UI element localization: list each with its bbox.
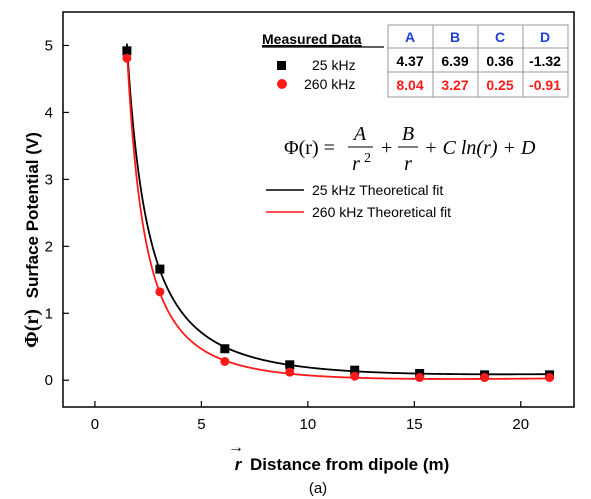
legend-marker-260khz (277, 79, 287, 89)
point-260khz (480, 373, 490, 383)
x-axis-vector-symbol: r (235, 455, 243, 474)
formula-tail: + C ln(r) + D (424, 137, 536, 159)
point-25khz (350, 365, 360, 375)
formula-plus: + (381, 137, 392, 159)
x-tick-label: 10 (300, 416, 317, 433)
data-markers (122, 46, 555, 383)
table-header: D (540, 29, 550, 45)
y-axis-label: Surface Potential (V) (23, 132, 42, 298)
legend-label-260khz: 260 kHz (304, 76, 355, 92)
table-cell: 4.37 (396, 53, 423, 69)
formula-term2-numerator: B (402, 123, 414, 145)
table-cell: 6.39 (441, 53, 468, 69)
point-260khz (415, 373, 425, 383)
table-cell: 0.36 (486, 53, 513, 69)
fit-formula: Φ(r) = A r 2 + B r + C ln(r) + D (284, 123, 536, 175)
measured-data-legend: Measured Data 25 kHz 260 kHz (262, 31, 384, 92)
point-260khz (155, 287, 165, 297)
svg-text:Φ(r) Surface Potential (: Φ(r) Surface Potential (V) (21, 132, 43, 348)
legend-label-25khz: 25 kHz (312, 57, 356, 73)
y-tick-label: 4 (45, 104, 53, 121)
point-260khz (545, 373, 555, 383)
table-header: C (495, 29, 505, 45)
formula-term1-numerator: A (352, 123, 367, 145)
point-25khz (285, 360, 295, 370)
point-25khz (122, 46, 132, 56)
x-axis-ticks: 0 5 10 15 20 (91, 401, 529, 433)
x-tick-label: 5 (197, 416, 205, 433)
fit-line-0 (125, 43, 550, 376)
figure-caption: (a) (309, 480, 327, 497)
table-cell: -1.32 (529, 53, 561, 69)
fit-legend: 25 kHz Theoretical fit 260 kHz Theoretic… (266, 182, 451, 220)
x-tick-label: 20 (512, 416, 529, 433)
table-cell: -0.91 (529, 77, 561, 93)
formula-lhs: Φ(r) = (284, 137, 335, 159)
y-tick-label: 5 (45, 37, 53, 54)
y-axis-prefix: Φ(r) (21, 309, 43, 348)
legend-title: Measured Data (262, 31, 362, 47)
point-260khz (350, 371, 360, 381)
plot-frame (62, 11, 575, 408)
table-header: B (450, 29, 460, 45)
fit-legend-label-25khz: 25 kHz Theoretical fit (312, 182, 443, 198)
x-axis-vector-arrow: → (228, 439, 244, 456)
table-header: A (405, 29, 415, 45)
point-260khz (220, 356, 230, 366)
point-25khz (220, 344, 230, 354)
y-axis-title: Φ(r) Surface Potential (V) (21, 132, 43, 348)
table-cell: 3.27 (441, 77, 468, 93)
x-tick-label: 0 (91, 416, 99, 433)
y-tick-label: 3 (45, 171, 53, 188)
table-cell: 8.04 (396, 77, 423, 93)
coefficient-table: A B C D 4.37 6.39 0.36 -1.32 8.04 3.27 0.25 -0.91 (387, 24, 569, 98)
point-260khz (122, 53, 132, 63)
legend-marker-25khz (277, 61, 286, 70)
x-tick-label: 15 (406, 416, 423, 433)
y-tick-label: 2 (45, 238, 53, 255)
point-25khz (155, 264, 165, 274)
formula-term2-denominator: r (404, 153, 412, 175)
x-axis-title: r → Distance from dipole (m) (228, 439, 449, 474)
formula-term1-denominator: r (352, 153, 360, 175)
y-tick-label: 1 (45, 305, 53, 322)
y-axis-ticks: 0 1 2 3 4 5 (45, 37, 69, 389)
point-260khz (285, 367, 295, 377)
table-cell: 0.25 (486, 77, 513, 93)
x-axis-label: Distance from dipole (m) (250, 455, 449, 474)
formula-term1-exponent: 2 (364, 151, 371, 166)
fit-curves (125, 43, 550, 380)
fit-line-1 (125, 49, 550, 380)
fit-legend-label-260khz: 260 kHz Theoretical fit (312, 204, 451, 220)
y-tick-label: 0 (45, 372, 53, 389)
